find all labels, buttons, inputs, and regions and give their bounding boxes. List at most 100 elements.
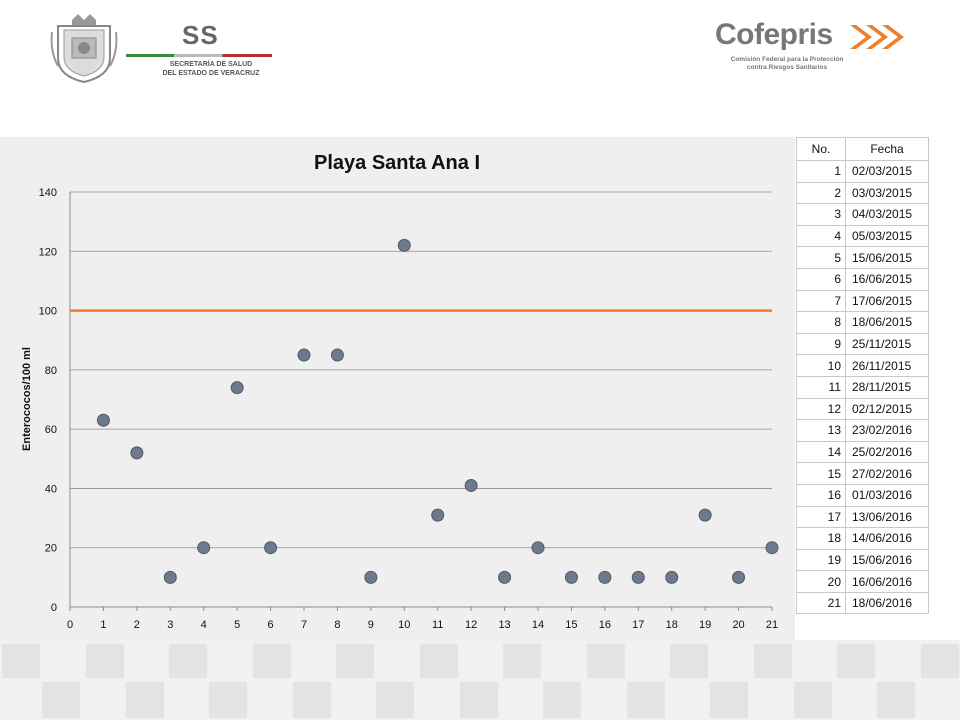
y-tick-label: 0: [51, 602, 57, 614]
footer-tile: [710, 682, 748, 718]
footer-tile: [877, 682, 915, 718]
row-number: 20: [796, 570, 846, 593]
row-number: 21: [796, 591, 846, 615]
dates-table: No. Fecha 1 02/03/2015 2 03/03/2015 3 04/03/2…: [796, 137, 929, 615]
row-date: 13/06/2016: [845, 505, 929, 529]
table-row: 1 02/03/2015: [796, 160, 929, 183]
data-point: [631, 570, 645, 584]
table-row: 5 15/06/2015: [796, 246, 929, 269]
footer-tile: [543, 682, 581, 718]
row-number: 9: [796, 332, 846, 356]
row-date: 27/02/2016: [845, 462, 929, 485]
footer-tile: [587, 644, 625, 678]
axes: [69, 192, 773, 611]
x-tick-label: 10: [398, 619, 410, 631]
ss-logo-text: SECRETARÍA DE SALUD DEL ESTADO DE VERACR…: [162, 61, 260, 77]
dates-table-panel: No. Fecha 1 02/03/2015 2 03/03/2015 3 04/03/2…: [796, 137, 929, 615]
x-tick-label: 19: [699, 619, 711, 631]
data-point: [431, 508, 445, 522]
table-row: 16 01/03/2016: [796, 483, 929, 507]
row-date: 02/12/2015: [845, 397, 929, 421]
row-date: 02/03/2015: [845, 160, 929, 183]
table-row: 8 18/06/2015: [796, 311, 929, 334]
row-date: 16/06/2016: [845, 570, 929, 593]
footer-tile: [376, 682, 414, 718]
footer-tile: [921, 644, 959, 678]
x-tick-label: 13: [498, 619, 510, 631]
table-body: 1 02/03/2015 2 03/03/2015 3 04/03/2015 4 05/03/…: [796, 160, 929, 615]
row-date: 18/06/2016: [845, 591, 929, 615]
table-row: 21 18/06/2016: [796, 591, 929, 615]
y-axis-label: Enterococos/100 ml: [21, 347, 33, 451]
x-tick-label: 14: [532, 619, 544, 631]
y-tick-label: 20: [45, 543, 57, 555]
ss-divider: [126, 54, 272, 57]
table-row: 15 27/02/2016: [796, 462, 929, 485]
footer-tile: [503, 644, 541, 678]
row-number: 2: [796, 181, 846, 205]
row-date: 01/03/2016: [845, 483, 929, 507]
cofepris-wordmark: Cofepris: [715, 18, 833, 51]
data-point: [498, 570, 512, 584]
footer-tile: [2, 644, 40, 678]
table-header-row: No. Fecha: [796, 137, 929, 161]
x-tick-label: 1: [100, 619, 106, 631]
footer-tile: [670, 644, 708, 678]
row-number: 14: [796, 440, 846, 464]
data-point: [130, 446, 144, 460]
row-number: 8: [796, 311, 846, 334]
table-row: 6 16/06/2015: [796, 267, 929, 291]
data-point: [264, 541, 278, 555]
table-row: 11 28/11/2015: [796, 375, 929, 399]
data-point: [364, 570, 378, 584]
row-date: 14/06/2016: [845, 527, 929, 550]
row-date: 15/06/2016: [845, 548, 929, 572]
table-row: 10 26/11/2015: [796, 354, 929, 377]
row-number: 6: [796, 267, 846, 291]
y-tick-label: 140: [39, 187, 57, 199]
data-point: [96, 413, 110, 427]
slide-header: SS SECRETARÍA DE SALUD DEL ESTADO DE VER…: [0, 0, 960, 135]
cofepris-logo: Cofepris Comisión Federal para la Protec…: [712, 18, 912, 88]
row-date: 23/02/2016: [845, 419, 929, 442]
row-number: 7: [796, 289, 846, 313]
cofepris-arrows-icon: [850, 25, 904, 49]
footer-tile: [336, 644, 374, 678]
row-number: 13: [796, 419, 846, 442]
table-row: 14 25/02/2016: [796, 440, 929, 464]
ss-logo: SS SECRETARÍA DE SALUD DEL ESTADO DE VER…: [122, 18, 277, 88]
row-date: 04/03/2015: [845, 203, 929, 226]
x-tick-label: 11: [432, 619, 443, 631]
data-point: [765, 541, 779, 555]
row-date: 25/11/2015: [845, 332, 929, 356]
x-tick-label: 17: [632, 619, 644, 631]
footer-tile: [42, 682, 80, 718]
x-tick-label: 5: [234, 619, 240, 631]
grid-lines: [70, 191, 772, 549]
row-number: 17: [796, 505, 846, 529]
y-tick-label: 40: [45, 483, 57, 495]
table-row: 4 05/03/2015: [796, 224, 929, 248]
footer-tile: [293, 682, 331, 718]
x-tick-label: 6: [268, 619, 274, 631]
footer-tile: [86, 644, 124, 678]
footer-tile: [627, 682, 665, 718]
table-row: 19 15/06/2016: [796, 548, 929, 572]
row-number: 15: [796, 462, 846, 485]
x-tick-label: 21: [766, 619, 778, 631]
table-row: 12 02/12/2015: [796, 397, 929, 421]
x-tick-label: 8: [334, 619, 340, 631]
x-tick-label: 4: [201, 619, 207, 631]
row-date: 28/11/2015: [845, 375, 929, 399]
x-tick-labels: 0 1 2 3 4 5 6 7 8 9 10 11 12 13 14 15 16 17 18 19 20 21: [67, 619, 778, 631]
row-number: 4: [796, 224, 846, 248]
table-row: 7 17/06/2015: [796, 289, 929, 313]
x-tick-label: 0: [67, 619, 73, 631]
table-row: 13 23/02/2016: [796, 419, 929, 442]
row-date: 15/06/2015: [845, 246, 929, 269]
row-number: 10: [796, 354, 846, 377]
cofepris-subtitle: Comisión Federal para la Protección cont…: [730, 56, 844, 71]
header-fecha: Fecha: [845, 137, 929, 161]
